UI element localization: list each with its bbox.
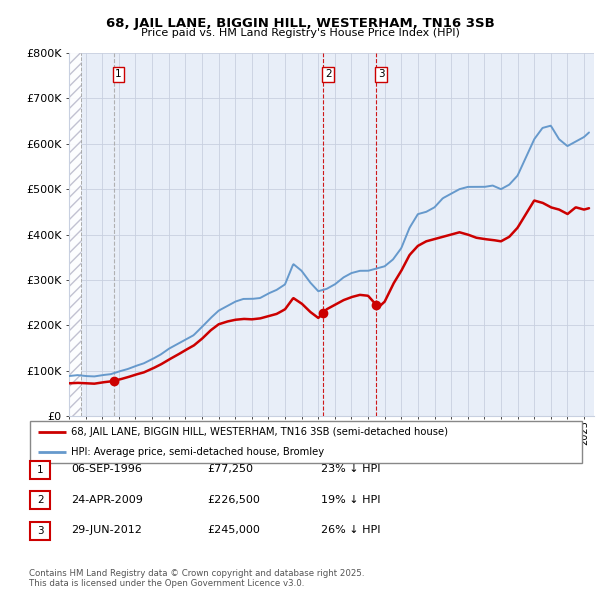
Text: 3: 3 <box>378 70 385 80</box>
Text: 68, JAIL LANE, BIGGIN HILL, WESTERHAM, TN16 3SB: 68, JAIL LANE, BIGGIN HILL, WESTERHAM, T… <box>106 17 494 30</box>
Text: 23% ↓ HPI: 23% ↓ HPI <box>321 464 380 474</box>
Text: £226,500: £226,500 <box>207 495 260 504</box>
Text: 26% ↓ HPI: 26% ↓ HPI <box>321 526 380 535</box>
Text: 06-SEP-1996: 06-SEP-1996 <box>71 464 142 474</box>
FancyBboxPatch shape <box>30 491 50 509</box>
Text: 3: 3 <box>37 526 44 536</box>
Text: 24-APR-2009: 24-APR-2009 <box>71 495 143 504</box>
Text: Contains HM Land Registry data © Crown copyright and database right 2025.
This d: Contains HM Land Registry data © Crown c… <box>29 569 364 588</box>
Text: £245,000: £245,000 <box>207 526 260 535</box>
FancyBboxPatch shape <box>30 522 50 540</box>
Bar <box>69 53 80 416</box>
Text: £77,250: £77,250 <box>207 464 253 474</box>
Text: 1: 1 <box>37 465 44 474</box>
Text: HPI: Average price, semi-detached house, Bromley: HPI: Average price, semi-detached house,… <box>71 447 325 457</box>
FancyBboxPatch shape <box>30 421 582 463</box>
Text: 1: 1 <box>115 70 122 80</box>
Text: 68, JAIL LANE, BIGGIN HILL, WESTERHAM, TN16 3SB (semi-detached house): 68, JAIL LANE, BIGGIN HILL, WESTERHAM, T… <box>71 427 448 437</box>
Text: Price paid vs. HM Land Registry's House Price Index (HPI): Price paid vs. HM Land Registry's House … <box>140 28 460 38</box>
FancyBboxPatch shape <box>30 461 50 478</box>
Text: 29-JUN-2012: 29-JUN-2012 <box>71 526 142 535</box>
Text: 19% ↓ HPI: 19% ↓ HPI <box>321 495 380 504</box>
Text: 2: 2 <box>325 70 332 80</box>
Text: 2: 2 <box>37 496 44 505</box>
